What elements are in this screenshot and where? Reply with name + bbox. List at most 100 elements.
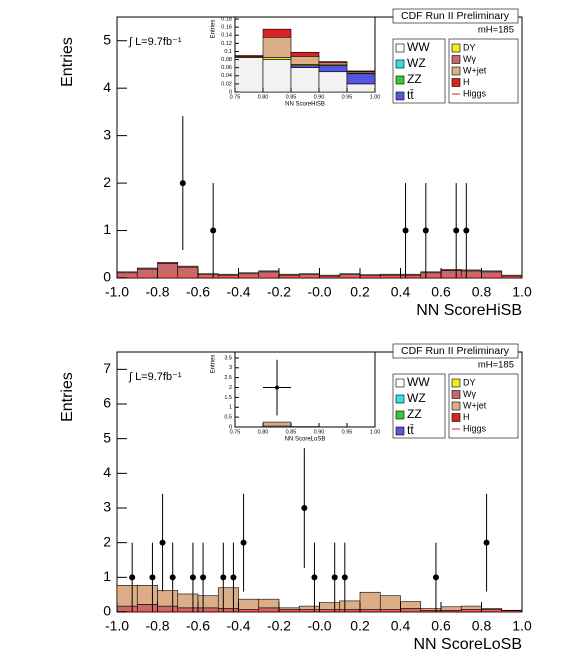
x-tick-label: 0.85 [286, 429, 297, 435]
legend-swatch [395, 426, 405, 436]
y-tick-label: 1 [229, 405, 232, 411]
histogram-segment [460, 270, 482, 278]
histogram-segment [262, 36, 292, 58]
legend-swatch [395, 43, 405, 53]
histogram-segment [217, 608, 239, 612]
data-point [129, 574, 136, 581]
legend-label: ZZ [407, 407, 422, 421]
histogram-segment [460, 605, 482, 610]
x-axis-title: NN ScoreHiSB [416, 302, 522, 319]
histogram-segment [319, 602, 341, 610]
histogram-segment [318, 62, 348, 66]
x-tick-label: 0.2 [350, 284, 370, 300]
histogram-segment [136, 267, 158, 270]
histogram-segment [238, 273, 260, 278]
data-point [483, 539, 490, 546]
x-tick-label: -0.0 [307, 284, 331, 300]
x-tick-label: -0.4 [226, 284, 250, 300]
x-tick-label: 1.0 [512, 284, 532, 300]
histogram-segment [136, 268, 158, 278]
data-point [331, 574, 338, 581]
y-tick-label: 0 [103, 603, 111, 619]
legend-swatch [451, 413, 461, 422]
legend-box [448, 373, 519, 439]
legend-label: Wγ [463, 389, 476, 399]
data-point [463, 227, 470, 234]
x-tick-label: 0.8 [472, 284, 492, 300]
legend-label: H [463, 77, 470, 87]
y-tick-label: 0.04 [221, 73, 232, 79]
histogram-segment [318, 65, 348, 73]
header-box [392, 8, 519, 24]
histogram-segment [318, 71, 348, 93]
y-tick-label: 3.5 [224, 355, 232, 361]
y-tick-label: 1 [103, 221, 111, 237]
legend-swatch [451, 66, 461, 76]
y-axis-title: Entries [211, 355, 217, 374]
x-tick-label: 0.80 [258, 94, 269, 100]
x-tick-label: 0.4 [391, 618, 411, 634]
legend-label: ZZ [407, 72, 422, 86]
legend-label: Higgs [463, 423, 487, 433]
mass-label: mH=185 [478, 25, 514, 36]
data-point [169, 574, 176, 581]
legend-swatch [395, 59, 405, 69]
x-tick-label: -0.6 [186, 284, 210, 300]
x-tick-label: 0.75 [230, 429, 241, 435]
data-point [422, 227, 429, 234]
y-tick-label: 2 [103, 174, 111, 190]
x-tick-label: 1.00 [370, 429, 381, 435]
y-axis-title: Entries [59, 372, 76, 422]
legend-swatch [395, 410, 405, 420]
legend-swatch [395, 378, 405, 388]
histogram-segment [116, 585, 138, 607]
histogram-segment [116, 271, 138, 274]
histogram-segment [234, 55, 264, 58]
x-tick-label: 0.95 [342, 429, 353, 435]
histogram-segment [339, 600, 361, 610]
x-tick-label: 0.75 [230, 94, 241, 100]
y-axis-title: Entries [211, 20, 217, 39]
histogram-segment [262, 28, 292, 38]
histogram-segment [400, 601, 422, 609]
y-tick-label: 3 [229, 365, 232, 371]
histogram-segment [379, 595, 401, 610]
y-tick-label: 0.06 [221, 65, 232, 71]
histogram-segment [278, 607, 300, 610]
histogram-segment [238, 272, 260, 275]
histogram-segment [481, 270, 503, 273]
y-tick-label: 2 [229, 385, 232, 391]
data-point [149, 574, 156, 581]
legend-swatch [395, 91, 405, 101]
data-point [230, 574, 237, 581]
x-axis-title: NN ScoreLoSB [285, 437, 326, 443]
data-point [220, 574, 227, 581]
histogram-segment [157, 262, 179, 264]
histogram-segment [379, 273, 401, 276]
histogram-segment [157, 605, 179, 612]
y-tick-label: 0 [103, 269, 111, 285]
histogram-segment [346, 73, 376, 85]
histogram-segment [197, 595, 219, 609]
legend-label: tt̄ [407, 423, 414, 437]
histogram-segment [440, 606, 462, 611]
legend-label: tt̄ [407, 88, 414, 102]
histogram-segment [440, 269, 462, 271]
histogram-segment [346, 83, 376, 93]
y-tick-label: 0.1 [224, 49, 232, 55]
lumi-label: ∫ L=9.7fb⁻¹ [128, 36, 182, 48]
y-tick-label: 3 [103, 499, 111, 515]
x-tick-label: 0.6 [431, 284, 451, 300]
histogram-segment [420, 272, 442, 278]
legend-label: WW [407, 375, 430, 389]
x-axis-title: NN ScoreHiSB [285, 102, 325, 108]
histogram-segment [197, 273, 219, 275]
y-tick-label: 3 [103, 126, 111, 142]
legend-label: DY [463, 42, 476, 52]
data-point [301, 505, 308, 511]
histogram-segment [157, 590, 179, 607]
x-tick-label: -0.6 [186, 618, 210, 634]
y-tick-label: 0.08 [221, 57, 232, 63]
y-tick-label: 2 [103, 533, 111, 549]
histogram-segment [258, 607, 280, 612]
